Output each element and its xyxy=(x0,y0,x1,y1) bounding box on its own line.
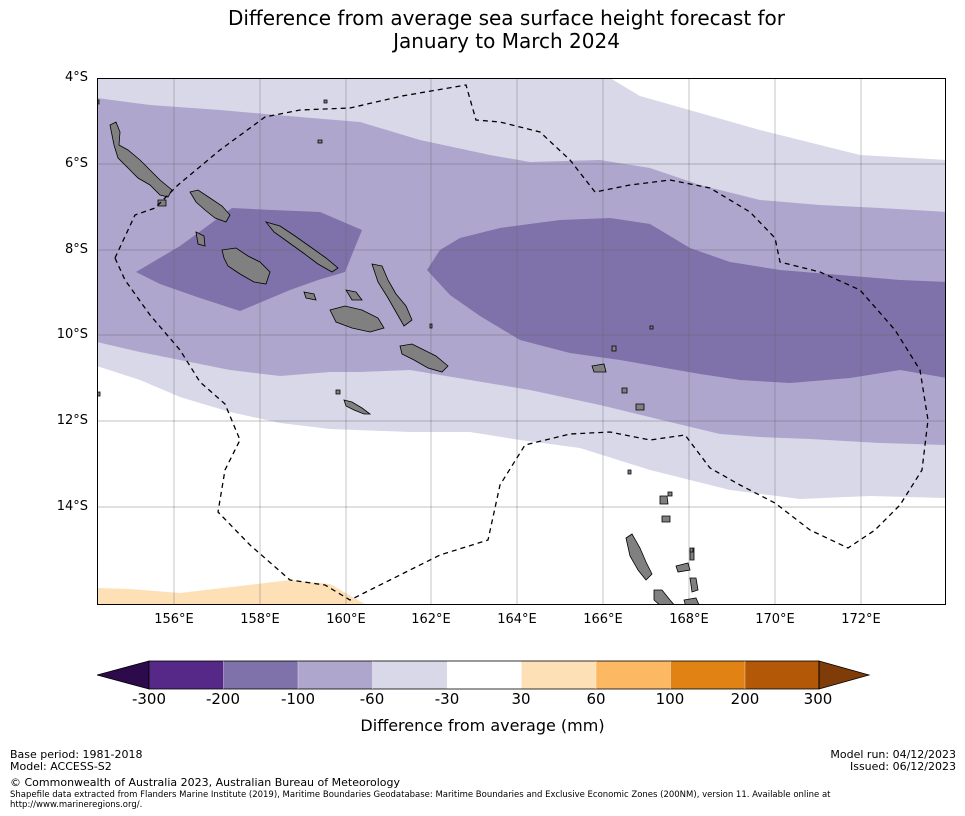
guadalcanal-island xyxy=(329,305,385,333)
shapefile-attribution-line-2: http://www.marineregions.org/. xyxy=(10,800,143,810)
russell-islands xyxy=(345,289,363,301)
colorbar-tick-neg300: -300 xyxy=(131,690,167,708)
contour-band-neg100-neg200-east xyxy=(427,218,945,383)
bougainville-island xyxy=(109,121,173,198)
lon-label-160e: 160°E xyxy=(326,612,366,627)
sea-surface-height-map xyxy=(97,78,946,605)
colorbar-extend-high xyxy=(818,660,871,690)
ambrym-island xyxy=(683,597,700,604)
colorbar-outline xyxy=(148,660,820,690)
colorbar-swatch-2 xyxy=(223,661,298,689)
issued-text: Issued: 06/12/2023 xyxy=(849,760,956,773)
sikaiana-islet xyxy=(429,323,433,329)
lat-label-12s: 12°S xyxy=(56,413,88,428)
colorbar-tick-neg200: -200 xyxy=(205,690,241,708)
colorbar-swatch-9 xyxy=(745,661,819,689)
vella-lavella-island xyxy=(195,231,206,247)
colorbar-swatch-8 xyxy=(670,661,745,689)
lon-label-158e: 158°E xyxy=(240,612,280,627)
colorbar-tick-200: 200 xyxy=(730,690,760,708)
lon-label-170e: 170°E xyxy=(755,612,795,627)
santa-isabel-island xyxy=(264,221,339,273)
new-georgia-island xyxy=(221,247,271,285)
lon-label-166e: 166°E xyxy=(583,612,623,627)
land-masses xyxy=(98,99,700,604)
colorbar-swatch-7 xyxy=(596,661,671,689)
nukumanu-islet xyxy=(323,99,328,104)
map-canvas xyxy=(98,79,945,604)
colorbar-swatch-5 xyxy=(447,661,522,689)
tikopia-islet xyxy=(627,469,632,475)
colorbar-tick-60: 60 xyxy=(586,690,606,708)
banks-islet xyxy=(667,491,673,497)
title-line-2: January to March 2024 xyxy=(393,29,620,53)
malakula-island xyxy=(653,589,674,604)
map-title: Difference from average sea surface heig… xyxy=(0,7,965,53)
title-line-1: Difference from average sea surface heig… xyxy=(227,6,786,30)
lat-label-10s: 10°S xyxy=(56,327,88,342)
malaita-island xyxy=(371,263,413,327)
model-run-text: Model run: 04/12/2023 xyxy=(830,748,956,761)
base-period-text: Base period: 1981-2018 xyxy=(10,748,143,761)
shapefile-attribution-line-1: Shapefile data extracted from Flanders M… xyxy=(10,790,831,800)
choiseul-island xyxy=(189,189,231,223)
colorbar-swatch-4 xyxy=(372,661,447,689)
lat-label-14s: 14°S xyxy=(56,499,88,514)
lat-label-4s: 4°S xyxy=(64,70,88,85)
colorbar-tick-neg100: -100 xyxy=(280,690,316,708)
santa-cruz-island xyxy=(591,363,607,373)
ontong-java-islet xyxy=(317,139,323,144)
lon-label-164e: 164°E xyxy=(497,612,537,627)
utupua-island xyxy=(621,387,628,394)
lon-label-168e: 168°E xyxy=(669,612,709,627)
lon-label-172e: 172°E xyxy=(841,612,881,627)
colorbar-tick-neg60: -60 xyxy=(359,690,385,708)
contour-band-pos30-pos60 xyxy=(98,580,365,604)
vanuatu-north-islet xyxy=(689,547,694,553)
anuta-islet xyxy=(649,325,654,330)
florida-islands xyxy=(303,291,317,301)
colorbar-tick-neg30: -30 xyxy=(434,690,460,708)
colorbar-tick-300: 300 xyxy=(803,690,833,708)
lon-label-156e: 156°E xyxy=(154,612,194,627)
duff-island xyxy=(611,345,617,352)
bellona-islet xyxy=(335,389,341,395)
shortland-islands xyxy=(157,199,167,207)
copyright-text: © Commonwealth of Australia 2023, Austra… xyxy=(10,776,400,789)
gaua-island xyxy=(661,515,671,523)
vanikoro-island xyxy=(635,403,645,411)
colorbar-tick-100: 100 xyxy=(655,690,685,708)
colorbar-dividers xyxy=(223,661,746,689)
lat-label-6s: 6°S xyxy=(64,156,88,171)
colorbar-swatch-3 xyxy=(298,661,373,689)
louisiade-islet xyxy=(98,391,101,397)
malo-island xyxy=(675,562,691,573)
solomon-islands-eez xyxy=(114,84,929,601)
eez-boundary xyxy=(114,84,929,601)
rennell-island xyxy=(343,399,372,415)
colorbar-swatch-1 xyxy=(149,661,224,689)
colorbar-extend-low xyxy=(97,660,150,690)
colorbar-label: Difference from average (mm) xyxy=(360,716,605,735)
graticule xyxy=(98,79,945,604)
lon-label-162e: 162°E xyxy=(411,612,451,627)
model-text: Model: ACCESS-S2 xyxy=(10,760,112,773)
torres-islands xyxy=(659,495,669,505)
colorbar-swatch-6 xyxy=(521,661,596,689)
makira-island xyxy=(399,343,449,373)
colorbar xyxy=(97,660,871,690)
espiritu-santo-island xyxy=(625,533,653,581)
buka-islet xyxy=(98,99,100,105)
colorbar-tick-30: 30 xyxy=(511,690,531,708)
lat-label-8s: 8°S xyxy=(64,242,88,257)
shapefile-attribution: Shapefile data extracted from Flanders M… xyxy=(10,790,955,810)
ambae-island xyxy=(689,577,699,593)
